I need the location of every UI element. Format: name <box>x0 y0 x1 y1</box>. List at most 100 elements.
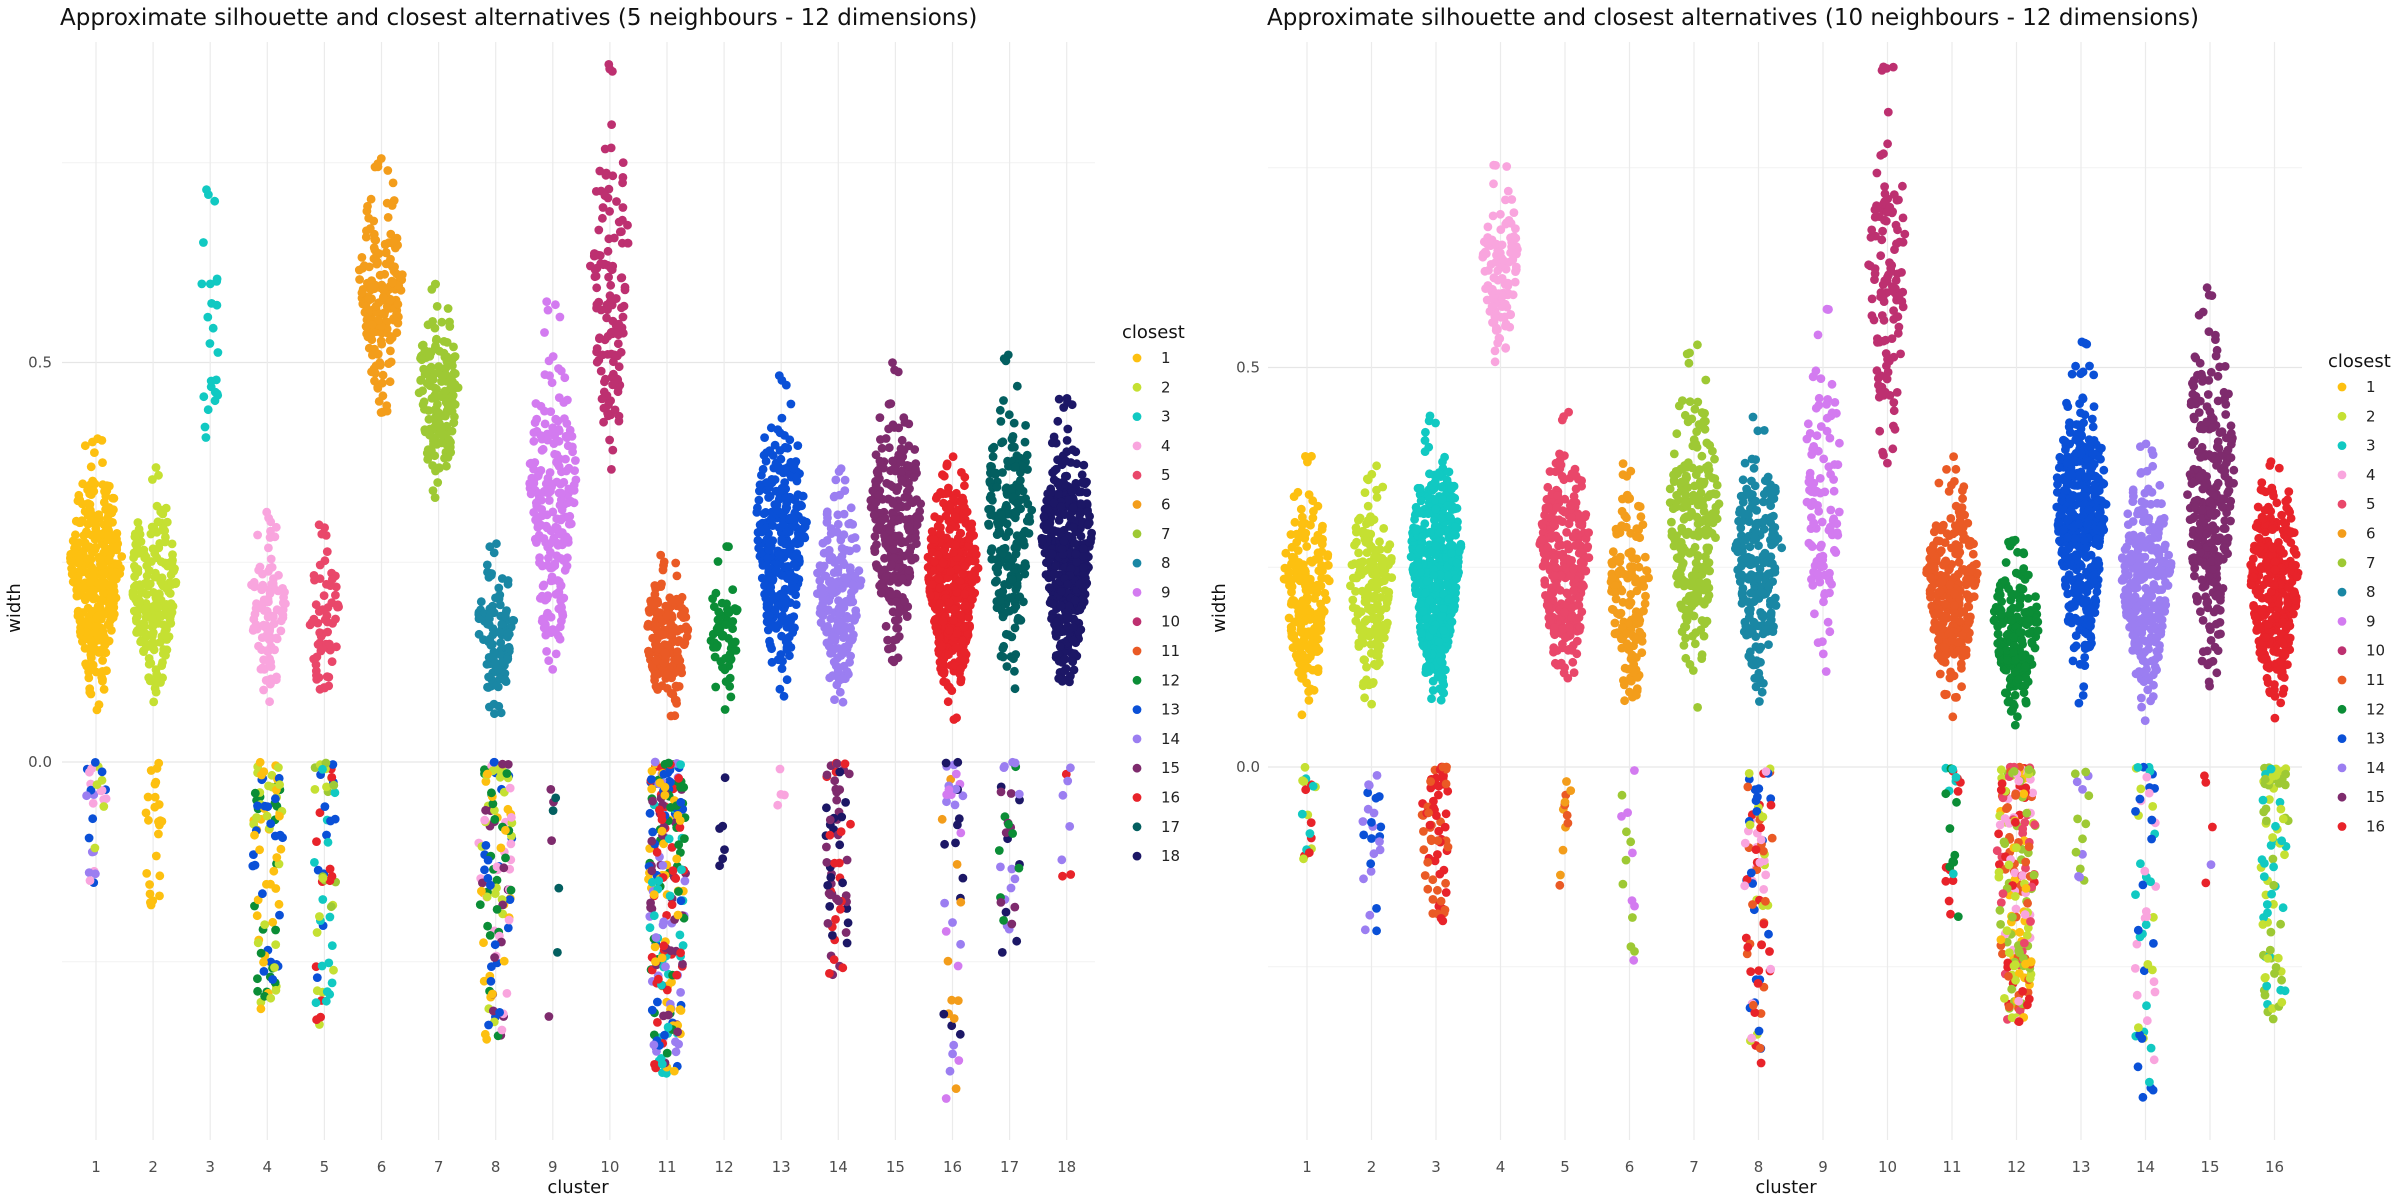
data-point-negative <box>664 1023 673 1032</box>
data-point <box>266 517 275 526</box>
data-point <box>1371 630 1380 639</box>
data-point <box>1362 520 1371 529</box>
data-point <box>546 548 555 557</box>
data-point <box>839 649 848 658</box>
data-point <box>961 562 970 571</box>
data-point-negative <box>824 919 833 928</box>
data-point <box>619 158 628 167</box>
data-point <box>926 591 935 600</box>
data-point <box>1063 425 1072 434</box>
data-point-negative <box>1011 875 1020 884</box>
data-point <box>449 391 458 400</box>
data-point <box>98 561 107 570</box>
data-point <box>527 459 536 468</box>
data-point <box>1323 574 1332 583</box>
data-point <box>1383 619 1392 628</box>
data-point <box>259 686 268 695</box>
data-point <box>431 384 440 393</box>
data-point <box>1355 561 1364 570</box>
x-tick-label: 4 <box>263 1158 273 1176</box>
data-point-negative <box>822 803 831 812</box>
data-point <box>332 642 341 651</box>
data-point-negative <box>250 831 259 840</box>
data-point <box>1048 599 1057 608</box>
data-point <box>388 278 397 287</box>
data-point <box>1323 550 1332 559</box>
data-point-negative <box>82 791 91 800</box>
data-point <box>889 420 898 429</box>
data-point <box>829 632 838 641</box>
data-point <box>767 644 776 653</box>
data-point <box>204 405 213 414</box>
data-point <box>1016 615 1025 624</box>
data-point <box>1053 417 1062 426</box>
data-point <box>142 590 151 599</box>
legend-label: 3 <box>1161 408 1171 426</box>
data-point <box>145 566 154 575</box>
data-point-negative <box>1057 855 1066 864</box>
legend-label: 11 <box>1161 642 1180 660</box>
data-point <box>615 362 624 371</box>
data-point-negative <box>953 758 962 767</box>
data-point-negative <box>253 974 262 983</box>
data-point <box>835 618 844 627</box>
data-point-negative <box>835 768 844 777</box>
legend-swatch <box>1133 647 1142 656</box>
data-point <box>556 501 565 510</box>
data-point-negative <box>651 943 660 952</box>
data-point <box>256 563 265 572</box>
data-point <box>368 320 377 329</box>
data-point-negative <box>318 962 327 971</box>
data-point-negative <box>1299 854 1308 863</box>
data-point <box>99 579 108 588</box>
data-point-negative <box>659 1012 668 1021</box>
data-point-negative <box>661 791 670 800</box>
data-point-negative <box>647 785 656 794</box>
data-point-negative <box>670 1067 679 1076</box>
data-point <box>140 622 149 631</box>
data-point <box>601 375 610 384</box>
data-point <box>876 413 885 422</box>
data-point <box>1079 544 1088 553</box>
data-point-negative <box>271 926 280 935</box>
data-point <box>1290 553 1299 562</box>
data-point <box>503 633 512 642</box>
data-point-negative <box>666 803 675 812</box>
data-point-negative <box>272 986 281 995</box>
data-point-negative <box>503 989 512 998</box>
data-point <box>823 510 832 519</box>
data-point <box>960 623 969 632</box>
data-point <box>550 450 559 459</box>
data-point-negative <box>718 854 727 863</box>
data-point-negative <box>942 1094 951 1103</box>
data-point-negative <box>479 938 488 947</box>
data-point-negative <box>837 827 846 836</box>
data-point <box>721 705 730 714</box>
data-point <box>819 611 828 620</box>
data-point <box>1297 505 1306 514</box>
data-point <box>1057 601 1066 610</box>
data-point <box>778 664 787 673</box>
data-point <box>672 699 681 708</box>
x-tick-label: 2 <box>148 1158 158 1176</box>
y-tick-label: 0.0 <box>28 753 52 771</box>
data-point-negative <box>266 994 275 1003</box>
data-point <box>490 548 499 557</box>
data-point <box>1304 627 1313 636</box>
data-point <box>1363 529 1372 538</box>
data-point-negative <box>650 890 659 899</box>
data-point-negative <box>953 860 962 869</box>
data-point <box>266 658 275 667</box>
data-point-negative <box>661 962 670 971</box>
y-tick-label: 0.0 <box>1236 758 1260 776</box>
data-point <box>874 523 883 532</box>
data-point-negative <box>551 794 560 803</box>
data-point <box>733 605 742 614</box>
data-point <box>371 236 380 245</box>
data-point <box>421 346 430 355</box>
data-point-negative <box>498 760 507 769</box>
data-point-negative <box>648 1006 657 1015</box>
data-point-negative <box>1015 790 1024 799</box>
data-point <box>206 339 215 348</box>
data-point-negative <box>1367 867 1376 876</box>
